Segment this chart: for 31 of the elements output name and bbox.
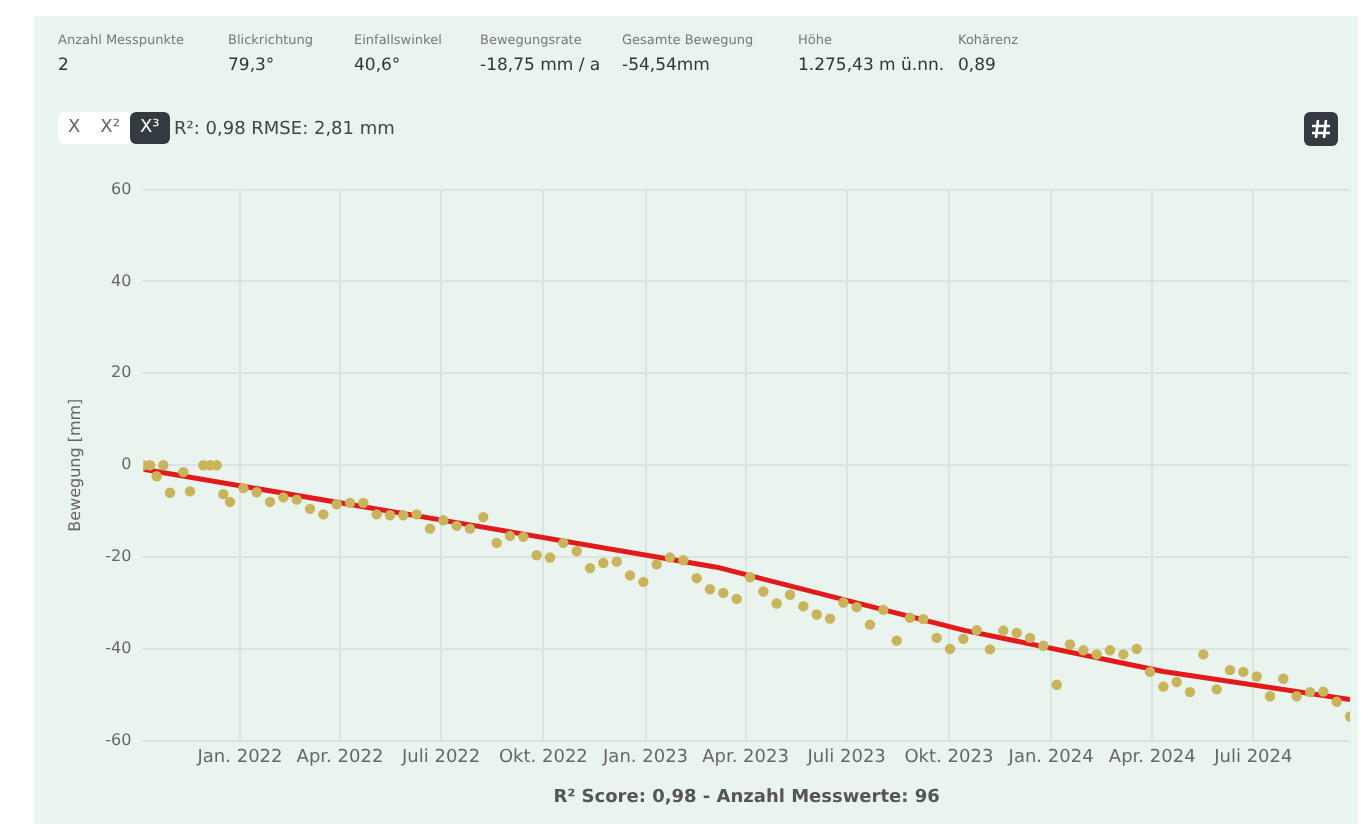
x-tick-label: Juli 2022 [399,748,481,769]
x-axis-title: R² Score: 0,98 - Anzahl Messwerte: 96 [553,787,940,808]
x-tick-label: Okt. 2023 [904,748,994,769]
y-tick-label: -20 [105,547,132,566]
x-tick-label: Apr. 2022 [296,748,384,769]
x-tick-label: Jan. 2024 [1006,748,1095,769]
y-tick-label: 40 [110,271,132,290]
x-tick-label: Okt. 2022 [498,748,588,769]
text: 1.275,43 m ü.nn. [798,56,945,76]
x-tick-label: Apr. 2023 [702,748,789,769]
text: X³ [129,112,170,144]
text: 40,6° [354,56,403,76]
x-tick-label: Jan. 2022 [195,748,283,769]
text: R²: 0,98 RMSE: 2,81 mm [174,120,395,140]
y-tick-label: -40 [105,639,132,658]
x-tick-label: Jan. 2023 [601,748,689,769]
y-axis-title: Bewegung [mm] [65,398,84,532]
x-tick-label: Juli 2024 [1212,748,1294,769]
y-tick-label: 0 [121,455,132,474]
y-tick-label: -60 [105,730,132,749]
text: 0,89 [958,56,998,76]
x-tick-label: Apr. 2024 [1108,748,1197,769]
y-tick-label: 20 [110,363,132,382]
y-tick-label: 60 [110,179,132,198]
text: -18,75 mm / a [480,56,601,76]
text: X² [98,116,122,142]
text: X [66,116,83,142]
text: -54,54mm [622,56,712,76]
x-tick-label: Juli 2023 [805,748,886,769]
text: 79,3° [228,56,277,76]
text: 2 [58,56,71,76]
